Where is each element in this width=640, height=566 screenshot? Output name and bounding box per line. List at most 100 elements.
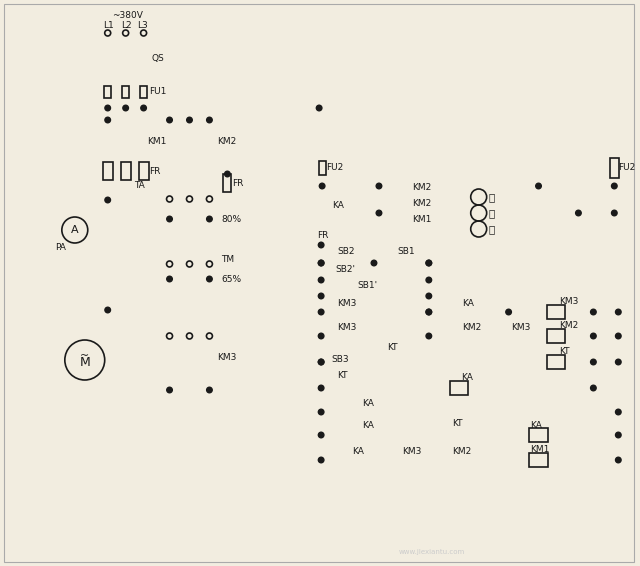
Bar xyxy=(139,162,148,180)
Circle shape xyxy=(105,117,111,123)
Text: KA: KA xyxy=(362,422,374,431)
Text: KM2: KM2 xyxy=(559,321,579,331)
Circle shape xyxy=(318,432,324,438)
Text: 红: 红 xyxy=(489,224,495,234)
Text: KM2: KM2 xyxy=(461,323,481,332)
Text: FR: FR xyxy=(150,166,161,175)
Circle shape xyxy=(186,261,193,267)
Circle shape xyxy=(186,333,193,339)
Text: KT: KT xyxy=(337,371,348,380)
Circle shape xyxy=(376,183,381,189)
Circle shape xyxy=(612,210,617,216)
Bar xyxy=(140,86,147,98)
Circle shape xyxy=(167,387,172,393)
Circle shape xyxy=(187,117,192,123)
Circle shape xyxy=(318,385,324,391)
Text: KA: KA xyxy=(362,398,374,408)
Circle shape xyxy=(105,307,111,313)
Circle shape xyxy=(166,333,173,339)
Circle shape xyxy=(166,261,173,267)
Circle shape xyxy=(591,309,596,315)
Bar xyxy=(121,162,131,180)
Circle shape xyxy=(318,260,324,266)
Text: FU2: FU2 xyxy=(618,164,636,173)
Text: TM: TM xyxy=(221,255,234,264)
Text: SB1': SB1' xyxy=(357,281,377,290)
Text: 黄: 黄 xyxy=(489,208,495,218)
Text: KM3: KM3 xyxy=(402,447,421,456)
Circle shape xyxy=(123,105,129,111)
Text: KT: KT xyxy=(559,348,570,357)
Circle shape xyxy=(426,277,431,283)
Text: L3: L3 xyxy=(138,20,148,29)
Text: L2: L2 xyxy=(121,20,131,29)
Text: QS: QS xyxy=(152,54,164,62)
Circle shape xyxy=(318,359,324,365)
Circle shape xyxy=(575,210,581,216)
Text: FR: FR xyxy=(232,178,244,187)
Text: KM2: KM2 xyxy=(452,447,471,456)
Text: KM2: KM2 xyxy=(218,136,237,145)
Text: KM3: KM3 xyxy=(337,323,356,332)
Circle shape xyxy=(318,457,324,463)
Circle shape xyxy=(316,105,322,111)
Bar xyxy=(529,453,548,467)
Circle shape xyxy=(207,117,212,123)
Text: L1: L1 xyxy=(102,20,113,29)
Circle shape xyxy=(167,276,172,282)
Circle shape xyxy=(591,385,596,391)
Bar xyxy=(547,305,566,319)
Circle shape xyxy=(616,359,621,365)
Bar xyxy=(319,161,326,175)
Circle shape xyxy=(166,196,173,202)
Circle shape xyxy=(207,196,212,202)
Circle shape xyxy=(318,409,324,415)
Circle shape xyxy=(371,260,377,266)
Bar xyxy=(102,162,113,180)
Circle shape xyxy=(207,387,212,393)
Text: KM3: KM3 xyxy=(218,354,237,362)
Text: ~: ~ xyxy=(80,351,90,361)
Circle shape xyxy=(536,183,541,189)
Text: KA: KA xyxy=(352,447,364,456)
Circle shape xyxy=(319,183,325,189)
Circle shape xyxy=(616,409,621,415)
Text: KM1: KM1 xyxy=(148,136,167,145)
Circle shape xyxy=(426,260,431,266)
Circle shape xyxy=(186,196,193,202)
Bar xyxy=(450,381,468,395)
Circle shape xyxy=(105,105,111,111)
Bar xyxy=(610,158,619,178)
Circle shape xyxy=(426,309,431,315)
Circle shape xyxy=(616,432,621,438)
Text: TA: TA xyxy=(134,182,145,191)
Text: 65%: 65% xyxy=(221,275,241,284)
Circle shape xyxy=(105,197,111,203)
Circle shape xyxy=(167,117,172,123)
Text: KM2: KM2 xyxy=(412,183,431,192)
Text: KM3: KM3 xyxy=(511,323,531,332)
Text: SB3: SB3 xyxy=(331,354,349,363)
Bar xyxy=(547,329,566,343)
Text: SB2: SB2 xyxy=(337,247,355,255)
Circle shape xyxy=(506,309,511,315)
Bar xyxy=(104,86,111,98)
Circle shape xyxy=(426,309,431,315)
Text: M: M xyxy=(79,355,90,368)
Circle shape xyxy=(318,309,324,315)
Circle shape xyxy=(612,183,617,189)
Text: KM2: KM2 xyxy=(412,199,431,208)
Circle shape xyxy=(616,457,621,463)
Text: 80%: 80% xyxy=(221,215,241,224)
Text: www.jlexiantu.com: www.jlexiantu.com xyxy=(399,549,465,555)
Text: KA: KA xyxy=(332,200,344,209)
Circle shape xyxy=(207,216,212,222)
Circle shape xyxy=(426,293,431,299)
Circle shape xyxy=(376,210,381,216)
Text: PA: PA xyxy=(55,243,66,252)
Text: A: A xyxy=(71,225,79,235)
Text: SB1: SB1 xyxy=(397,247,415,255)
Circle shape xyxy=(318,260,324,266)
Text: KM3: KM3 xyxy=(337,298,356,307)
Bar xyxy=(223,174,232,192)
